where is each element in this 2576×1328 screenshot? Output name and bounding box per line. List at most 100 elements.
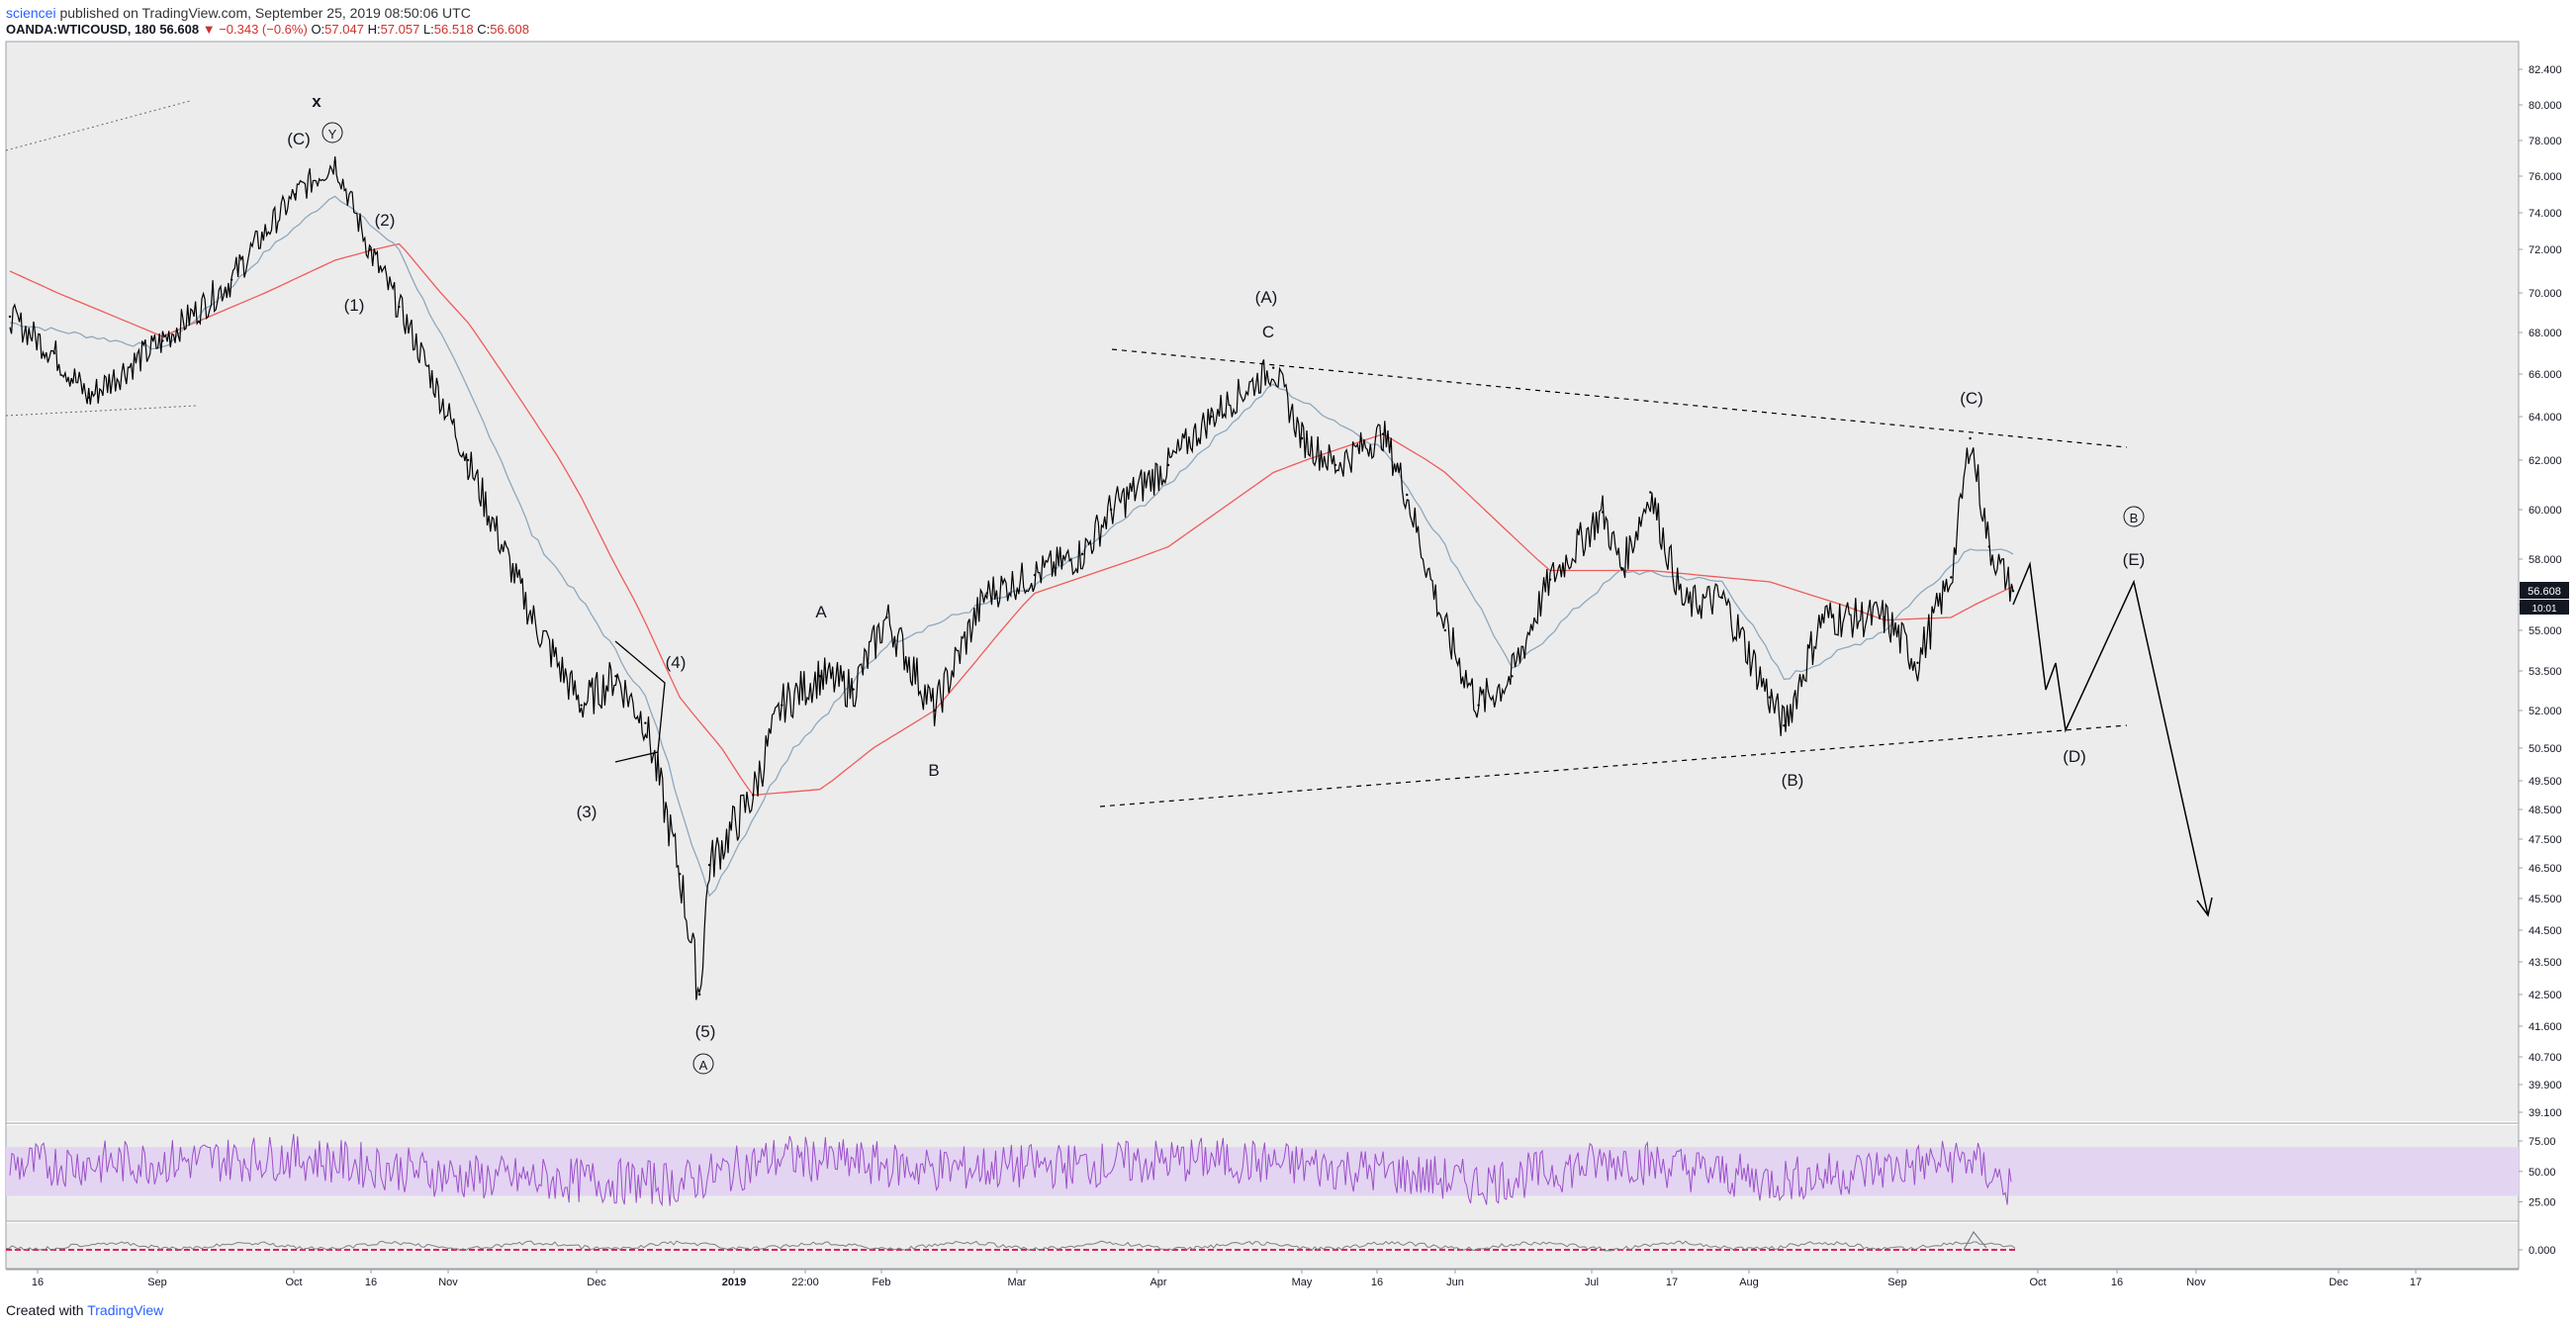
wave-label: Y (328, 127, 337, 142)
lower-trendline[interactable] (1099, 724, 2128, 807)
countdown-tag-label: 10:01 (2531, 604, 2556, 615)
time-axis-label: Sep (147, 1277, 167, 1288)
macd-axis-label: 0.000 (2529, 1245, 2556, 1257)
open-label: O: (311, 22, 325, 37)
time-axis-label: Jul (1585, 1277, 1599, 1288)
ma-fast-line (9, 195, 2014, 898)
wave-label: (2) (375, 211, 396, 230)
price-point (1620, 567, 1623, 570)
left-upper-channel[interactable] (5, 100, 191, 151)
projection-path[interactable] (2012, 561, 2209, 916)
price-axis-label: 50.500 (2529, 743, 2562, 755)
wave-label: (1) (344, 296, 365, 315)
created-with-text: Created with (6, 1302, 84, 1318)
wave-label-circle (322, 122, 343, 143)
price-point (52, 351, 56, 355)
wave-label: x (312, 92, 322, 111)
wave-label: (C) (287, 130, 311, 148)
tradingview-logo[interactable]: TradingView (87, 1302, 163, 1318)
wave-label: A (699, 1058, 708, 1073)
price-point (398, 305, 401, 309)
author-link[interactable]: sciencei (6, 5, 56, 21)
price-point (580, 704, 583, 707)
price-point (1883, 616, 1886, 619)
wave-label: (5) (695, 1022, 716, 1041)
price-axis-label: 70.000 (2529, 288, 2562, 300)
tradingview-brand[interactable]: TradingView (87, 1302, 164, 1318)
price-points (8, 160, 2015, 996)
wave-label: (4) (666, 653, 687, 672)
price-point (679, 873, 682, 876)
price-axis-label: 52.000 (2529, 706, 2562, 717)
time-axis-label: Nov (2186, 1277, 2206, 1288)
wave-label: A (815, 603, 827, 621)
price-point (1783, 724, 1786, 727)
change-value: ▼ −0.343 (−0.6%) (202, 22, 308, 37)
price-point (1443, 628, 1447, 632)
price-point (818, 675, 822, 678)
triangle-pattern[interactable] (614, 640, 666, 763)
price-axis-label: 45.500 (2529, 894, 2562, 905)
wave-label-circle (692, 1053, 714, 1075)
price-point (2011, 590, 2015, 593)
price-point (707, 863, 711, 867)
wave-label: (E) (2123, 550, 2146, 569)
rsi-axis-label: 75.00 (2529, 1136, 2556, 1148)
left-lower-channel[interactable] (5, 405, 197, 417)
time-axis-label: May (1292, 1277, 1313, 1288)
price-axis-label: 66.000 (2529, 369, 2562, 381)
time-axis-label: Dec (2329, 1277, 2348, 1288)
time-axis-label: 2019 (722, 1277, 746, 1288)
time-axis-label: 16 (32, 1277, 44, 1288)
ma-slow-line (9, 242, 2014, 797)
projection-arrowhead (2196, 897, 2213, 917)
price-point (466, 458, 470, 462)
price-point (1406, 493, 1409, 497)
time-axis-label: 16 (1371, 1277, 1383, 1288)
price-point (1334, 463, 1337, 467)
price-point (1271, 366, 1275, 369)
price-axis-label: 72.000 (2529, 244, 2562, 256)
time-axis-label: Feb (873, 1277, 891, 1288)
price-point (1950, 576, 1953, 579)
open-value: 57.047 (324, 22, 364, 37)
price-point (1987, 545, 1991, 548)
price-point (1300, 436, 1304, 440)
low-label: L: (422, 22, 434, 37)
time-axis-label: Nov (438, 1277, 458, 1288)
wave-label: C (1262, 323, 1274, 341)
rsi-axis-label: 50.00 (2529, 1167, 2556, 1179)
price-point (1916, 661, 1919, 664)
macd-plot-area[interactable] (6, 1223, 2519, 1269)
price-point (1720, 596, 1723, 600)
wave-label-circle (2123, 506, 2145, 527)
price-axis-label: 60.000 (2529, 505, 2562, 517)
price-axis-label: 62.000 (2529, 455, 2562, 467)
countdown-tag (2520, 600, 2569, 616)
last-price-tag (2520, 582, 2569, 600)
price-point (933, 709, 936, 712)
price-point (644, 721, 647, 724)
last-price: 56.608 (159, 22, 200, 37)
price-axis-label: 78.000 (2529, 136, 2562, 147)
macd-line (5, 1240, 2016, 1252)
close-label: C: (477, 22, 491, 37)
price-axis-label: 41.600 (2529, 1021, 2562, 1033)
price-point (1601, 511, 1605, 514)
price-series-line (9, 156, 2014, 1000)
price-axis-label: 53.500 (2529, 666, 2562, 678)
time-axis-label: 17 (2410, 1277, 2422, 1288)
price-point (230, 278, 233, 281)
price-point (1033, 573, 1037, 577)
upper-trendline[interactable] (1111, 348, 2128, 448)
wave-label: (D) (2063, 747, 2086, 766)
price-point (1649, 491, 1652, 494)
price-point (885, 616, 888, 619)
wave-label: B (928, 761, 939, 780)
main-plot-area[interactable] (6, 42, 2519, 1121)
price-axis-label: 64.000 (2529, 412, 2562, 424)
price-axis-label: 47.500 (2529, 834, 2562, 846)
price-axis-label: 80.000 (2529, 100, 2562, 112)
wave-label: (3) (577, 803, 598, 821)
